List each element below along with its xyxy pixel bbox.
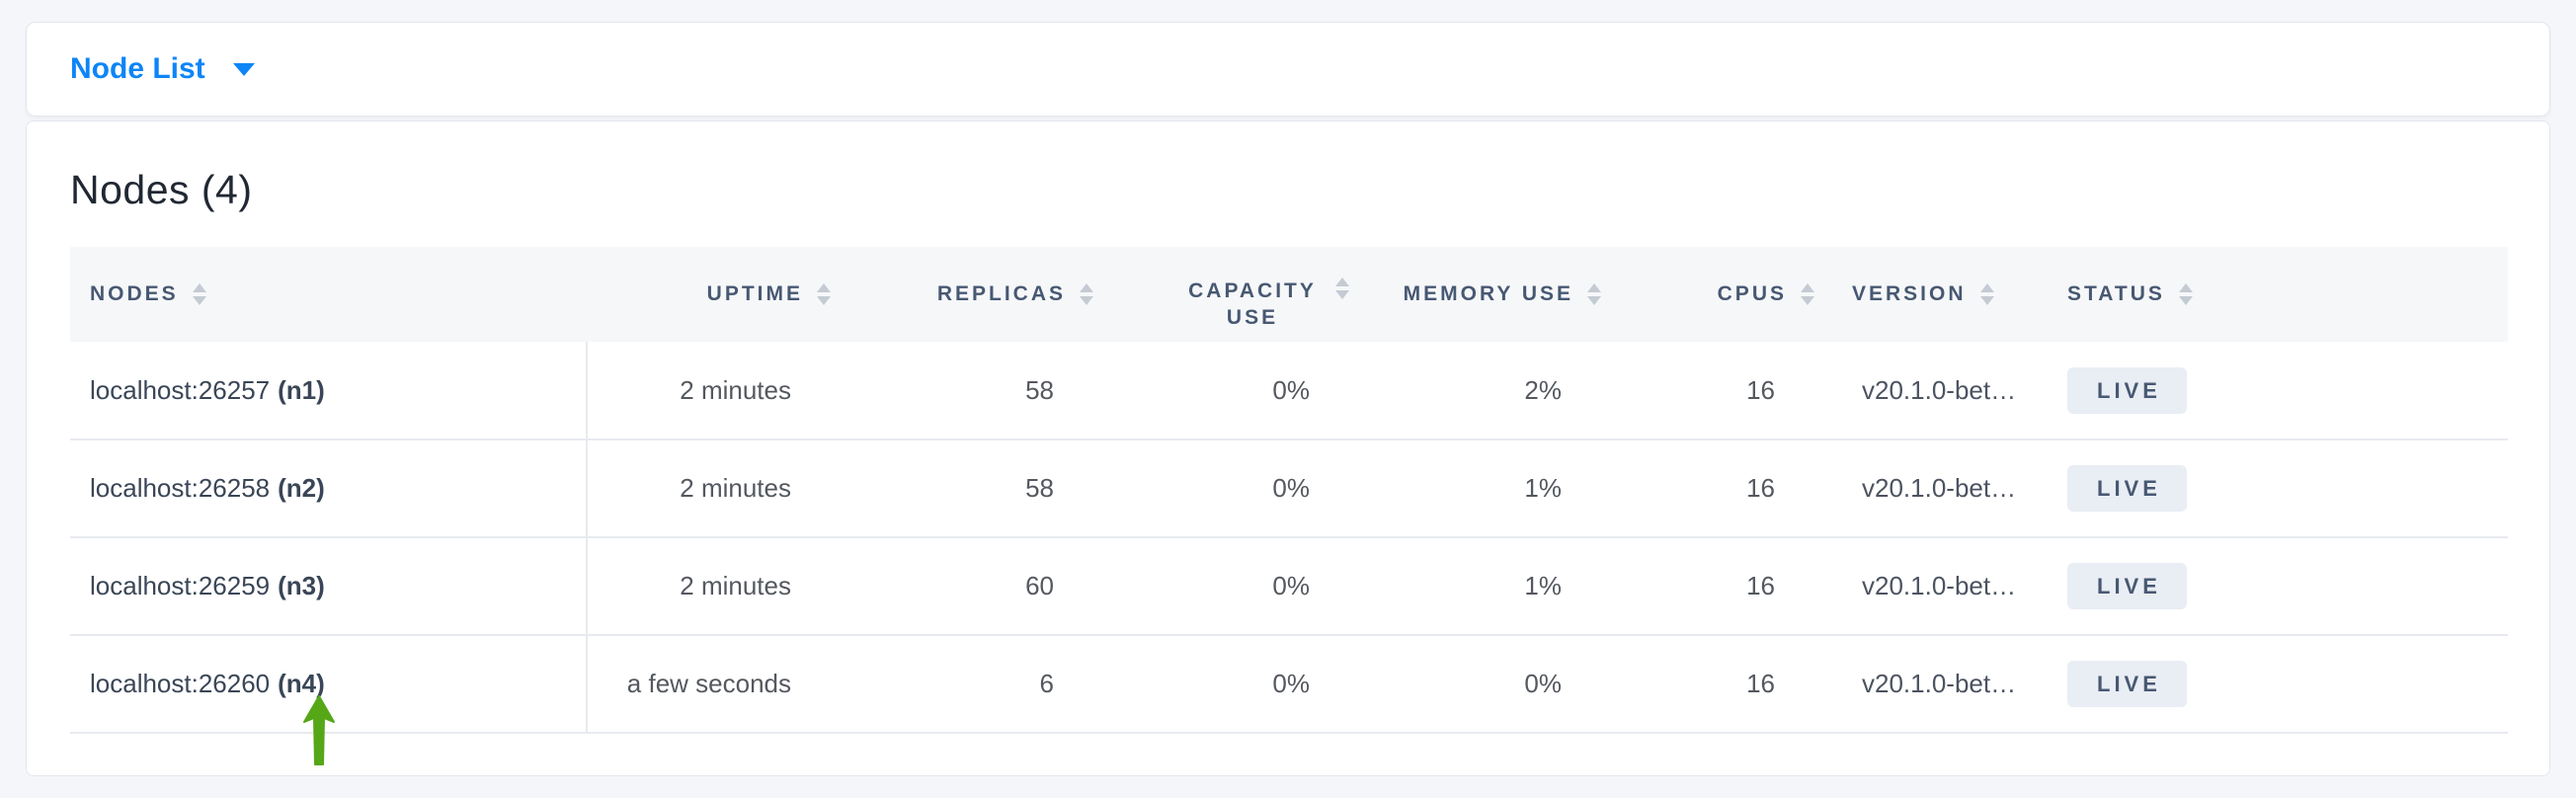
- node-link-n1[interactable]: localhost:26257 (n1): [70, 342, 588, 440]
- cell-version: v20.1.0-bet…: [1814, 342, 2059, 440]
- table-row-node-n3: localhost:26259 (n3) 2 minutes 60 0% 1% 1…: [70, 537, 2508, 636]
- node-address: localhost:26259: [90, 571, 271, 600]
- cell-cpus: 16: [1601, 635, 1814, 734]
- column-header-nodes[interactable]: NODES: [70, 247, 587, 342]
- node-link-n2[interactable]: localhost:26258 (n2): [70, 439, 588, 538]
- node-link-n3[interactable]: localhost:26259 (n3): [70, 537, 588, 636]
- sort-icon[interactable]: [1080, 282, 1093, 305]
- table-row-node-n1: localhost:26257 (n1) 2 minutes 58 0% 2% 1…: [70, 342, 2508, 440]
- table-row-node-n2: localhost:26258 (n2) 2 minutes 58 0% 1% 1…: [70, 439, 2508, 538]
- chevron-down-icon: [232, 62, 255, 76]
- sort-icon[interactable]: [1979, 282, 1994, 305]
- cell-status: LIVE: [2059, 537, 2508, 636]
- cell-version: v20.1.0-bet…: [1814, 439, 2059, 538]
- column-header-nodes-label: NODES: [90, 282, 179, 306]
- cell-status: LIVE: [2059, 635, 2508, 734]
- cell-cpus: 16: [1601, 439, 1814, 538]
- cell-memory-use: 2%: [1349, 342, 1601, 440]
- node-id: (n1): [278, 374, 325, 405]
- cell-capacity-use: 0%: [1093, 439, 1349, 538]
- column-header-status-label: STATUS: [2067, 282, 2165, 306]
- status-badge-live: LIVE: [2067, 563, 2187, 609]
- column-header-replicas-label: REPLICAS: [936, 282, 1066, 306]
- node-id: (n2): [278, 473, 325, 503]
- node-id: (n3): [278, 571, 325, 600]
- column-header-capacity-use[interactable]: CAPACITY USE: [1093, 247, 1349, 342]
- cell-uptime: 2 minutes: [587, 342, 831, 440]
- column-header-capacity-use-label: CAPACITY USE: [1188, 279, 1317, 329]
- node-list-dropdown[interactable]: Node List: [70, 52, 255, 86]
- sort-icon[interactable]: [2178, 282, 2193, 305]
- cell-version: v20.1.0-bet…: [1814, 635, 2059, 734]
- sort-icon[interactable]: [192, 282, 206, 305]
- nodes-table: NODES UPTIME REPLICAS: [70, 247, 2508, 734]
- table-header-row: NODES UPTIME REPLICAS: [70, 247, 2508, 342]
- cell-replicas: 58: [831, 439, 1093, 538]
- cell-replicas: 6: [831, 635, 1093, 734]
- cell-cpus: 16: [1601, 342, 1814, 440]
- column-header-memory-use-label: MEMORY USE: [1403, 282, 1573, 306]
- sort-icon[interactable]: [1335, 277, 1349, 299]
- column-header-version-label: VERSION: [1852, 282, 1967, 306]
- node-address: localhost:26257: [90, 374, 271, 405]
- cell-uptime: 2 minutes: [587, 537, 831, 636]
- cell-memory-use: 0%: [1349, 635, 1601, 734]
- status-badge-live: LIVE: [2067, 661, 2187, 707]
- column-header-memory-use[interactable]: MEMORY USE: [1349, 247, 1601, 342]
- cell-capacity-use: 0%: [1093, 537, 1349, 636]
- sort-icon[interactable]: [1587, 282, 1601, 305]
- sort-icon[interactable]: [1801, 282, 1814, 305]
- cell-memory-use: 1%: [1349, 439, 1601, 538]
- status-badge-live: LIVE: [2067, 366, 2187, 414]
- column-header-replicas[interactable]: REPLICAS: [831, 247, 1093, 342]
- cell-status: LIVE: [2059, 439, 2508, 538]
- table-row-node-n4: localhost:26260 (n4) a few seconds 6 0% 0…: [70, 635, 2508, 734]
- column-header-uptime-label: UPTIME: [706, 282, 803, 306]
- column-header-version[interactable]: VERSION: [1814, 247, 2059, 342]
- cell-memory-use: 1%: [1349, 537, 1601, 636]
- node-id: (n4): [278, 669, 325, 698]
- cell-capacity-use: 0%: [1093, 635, 1349, 734]
- node-list-dropdown-label: Node List: [70, 52, 205, 85]
- view-selector-bar: Node List: [26, 22, 2550, 117]
- cell-version: v20.1.0-bet…: [1814, 537, 2059, 636]
- cell-replicas: 58: [831, 342, 1093, 440]
- cell-uptime: a few seconds: [587, 635, 831, 734]
- page-title: Nodes (4): [70, 167, 253, 212]
- status-badge-live: LIVE: [2067, 465, 2187, 512]
- cell-capacity-use: 0%: [1093, 342, 1349, 440]
- nodes-panel: Nodes (4) NODES UPTIME: [26, 120, 2550, 776]
- column-header-cpus-label: CPUS: [1717, 282, 1787, 306]
- node-link-n4[interactable]: localhost:26260 (n4): [70, 635, 588, 734]
- node-address: localhost:26258: [90, 473, 271, 503]
- cell-uptime: 2 minutes: [587, 439, 831, 538]
- sort-icon[interactable]: [817, 282, 831, 305]
- node-address: localhost:26260: [90, 669, 271, 698]
- column-header-uptime[interactable]: UPTIME: [587, 247, 831, 342]
- cell-status: LIVE: [2059, 342, 2508, 440]
- column-header-cpus[interactable]: CPUS: [1601, 247, 1814, 342]
- cell-replicas: 60: [831, 537, 1093, 636]
- cell-cpus: 16: [1601, 537, 1814, 636]
- column-header-status[interactable]: STATUS: [2059, 247, 2508, 342]
